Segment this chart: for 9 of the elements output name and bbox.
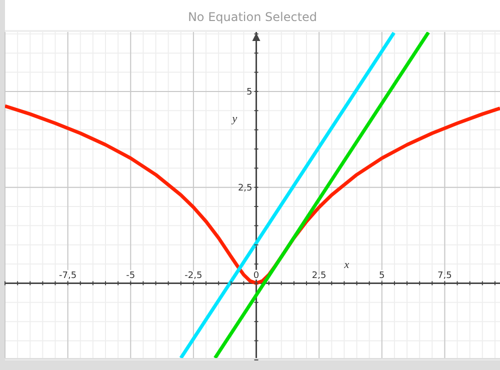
x-axis-title: x [343,259,350,272]
x-tick-label: -5 [126,271,136,282]
y-axis-title: y [231,113,238,126]
x-tick-label: 5 [379,271,385,282]
x-tick-label: -2,5 [184,271,202,282]
chart-title: No Equation Selected [5,0,500,32]
x-tick-label: 2,5 [312,271,326,282]
x-tick-label: -7,5 [59,271,77,282]
x-tick-label: 7,5 [438,271,452,282]
